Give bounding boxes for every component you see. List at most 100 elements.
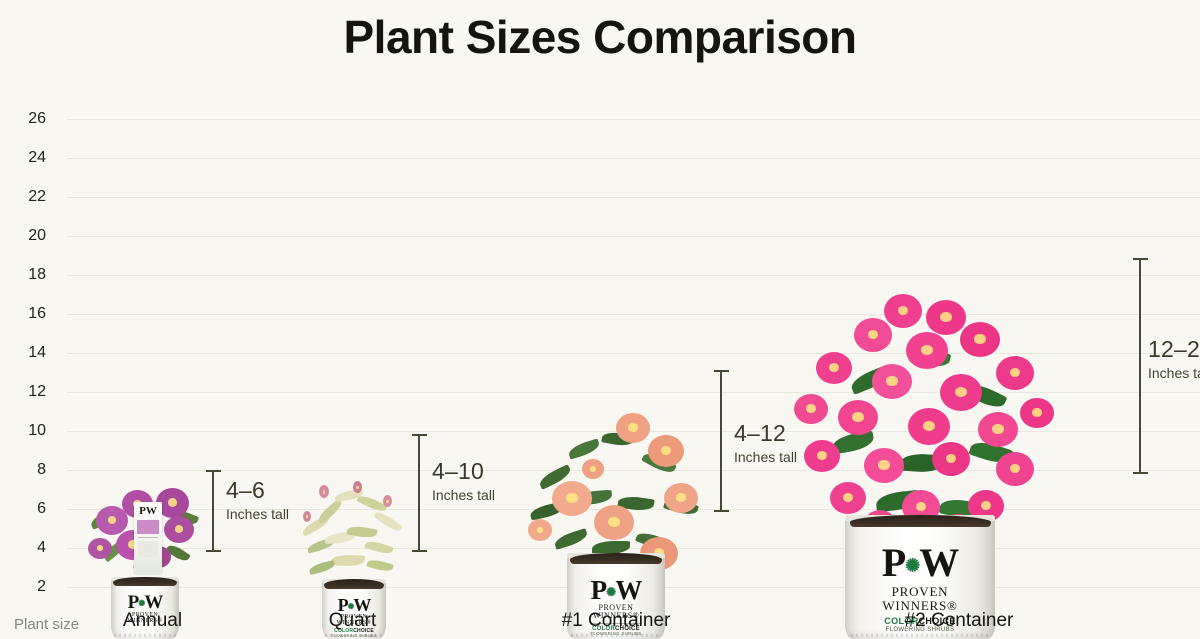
y-tick-6: 6	[37, 500, 46, 517]
pot-logo-colorchoice: COLORCHOICE FLOWERING SHRUBS	[322, 627, 386, 639]
plant-container-1: P✺W PROVEN WINNERS® COLORCHOICE FLOWERIN…	[524, 409, 708, 639]
blossom	[528, 519, 552, 541]
pot-logo-winners: WINNERS®	[882, 597, 958, 613]
blossom	[996, 452, 1034, 486]
pot-logo-proven: PROVEN	[891, 584, 949, 599]
blossom	[908, 408, 950, 445]
foliage-quart	[295, 477, 413, 585]
gridline	[67, 275, 1200, 276]
measure-stem	[720, 370, 722, 512]
pot-branding: P✺W PROVEN WINNERS® COLORCHOICE FLOWERIN…	[322, 596, 386, 638]
gridline	[67, 158, 1200, 159]
pot-logo-colorchoice: COLORCHOICE FLOWERING SHRUBS	[567, 626, 665, 638]
foliage-container-2	[780, 294, 1060, 542]
flower-bud	[319, 485, 329, 498]
blossom	[996, 356, 1034, 390]
gridline	[67, 548, 1200, 549]
measure-cap-bottom	[411, 550, 427, 552]
measure-range: 4–12	[734, 420, 786, 446]
gridline	[67, 353, 1200, 354]
pot-logo-colorchoice: COLORCHOICE FLOWERING SHRUBS	[845, 616, 995, 634]
blossom	[830, 482, 866, 514]
leaf-icon: ✺	[606, 584, 616, 599]
leaf	[373, 509, 403, 534]
leaf	[552, 528, 590, 550]
y-tick-2: 2	[37, 578, 46, 595]
pot-soil	[569, 553, 663, 564]
plant-tag: PW	[134, 502, 162, 574]
blossom	[864, 448, 904, 483]
y-tick-24: 24	[28, 149, 46, 166]
pot-base-ridge	[851, 634, 989, 637]
leaf	[566, 438, 602, 460]
flower-bud	[303, 511, 311, 522]
gridline	[67, 119, 1200, 120]
measure-cap-bottom	[205, 550, 221, 552]
measure-unit: Inches tall	[432, 487, 496, 503]
y-tick-14: 14	[28, 344, 46, 361]
pot-soil	[113, 577, 177, 586]
measure-stem	[212, 470, 214, 552]
leaf	[315, 498, 345, 525]
measure-unit: Inches tall	[226, 506, 290, 522]
blossom	[582, 459, 604, 479]
pot-soil	[323, 579, 385, 589]
pot-logo-winners: WINNERS®	[592, 611, 640, 621]
pot-container-1: P✺W PROVEN WINNERS® COLORCHOICE FLOWERIN…	[567, 553, 665, 639]
blossom	[932, 442, 970, 476]
blossom	[88, 538, 112, 559]
y-tick-22: 22	[28, 188, 46, 205]
leaf-icon: ✺	[138, 597, 145, 608]
gridline	[67, 197, 1200, 198]
pot-branding: P✺W PROVEN WINNERS® COLORCHOICE FLOWERIN…	[845, 543, 995, 634]
measure-unit: Inches tall	[734, 449, 798, 465]
blossom	[96, 506, 128, 535]
leaf	[592, 541, 630, 554]
plant-container-2: P✺W PROVEN WINNERS® COLORCHOICE FLOWERIN…	[780, 294, 1060, 639]
blossom	[940, 374, 982, 411]
blossom	[616, 413, 650, 443]
y-tick-18: 18	[28, 266, 46, 283]
pot-logo-pw: P✺W	[590, 575, 643, 605]
pot-base-ridge	[570, 634, 662, 637]
colorchoice-choice: CHOICE	[353, 627, 374, 634]
blossom	[164, 516, 194, 543]
measure-bar-container-1	[713, 370, 729, 512]
y-tick-8: 8	[37, 461, 46, 478]
colorchoice-sub: FLOWERING SHRUBS	[885, 627, 955, 634]
blossom	[664, 483, 698, 513]
measure-range: 4–10	[432, 458, 484, 484]
blossom	[906, 332, 948, 369]
leaf-icon: ✺	[347, 601, 355, 611]
colorchoice-sub: FLOWERING SHRUBS	[322, 633, 386, 638]
colorchoice-color: COLOR	[592, 625, 616, 632]
blossom	[1020, 398, 1054, 428]
pot-annual: P✺W PROVEN WINNERS®	[111, 577, 179, 639]
measure-cap-bottom	[1132, 472, 1148, 474]
flower-bud	[383, 495, 392, 507]
pot-branding: P✺W PROVEN WINNERS®	[111, 593, 179, 625]
blossom	[926, 300, 966, 335]
pot-logo-proven: PROVEN	[598, 603, 634, 612]
pot-base-ridge	[113, 634, 177, 637]
y-tick-20: 20	[28, 227, 46, 244]
blossom	[978, 412, 1018, 447]
measure-label-quart: 4–10 Inches tall	[432, 458, 495, 504]
blossom	[816, 352, 852, 384]
leaf	[308, 559, 336, 576]
leaf	[330, 554, 366, 567]
pot-container-2: P✺W PROVEN WINNERS® COLORCHOICE FLOWERIN…	[845, 515, 995, 639]
measure-range: 12–24	[1148, 336, 1200, 362]
pot-logo-pw: P✺W	[337, 595, 372, 615]
colorchoice-choice: CHOICE	[615, 625, 640, 632]
measure-label-annual: 4–6 Inches tall	[226, 477, 289, 523]
blossom	[872, 364, 912, 399]
measure-bar-quart	[411, 434, 427, 552]
foliage-container-1	[524, 409, 708, 570]
x-tick-annual: Annual	[122, 610, 183, 631]
plant-quart: P✺W PROVEN WINNERS® COLORCHOICE FLOWERIN…	[295, 477, 413, 639]
blossom	[552, 481, 592, 516]
measure-range: 4–6	[226, 477, 265, 503]
y-axis-title: Plant size	[14, 616, 80, 633]
